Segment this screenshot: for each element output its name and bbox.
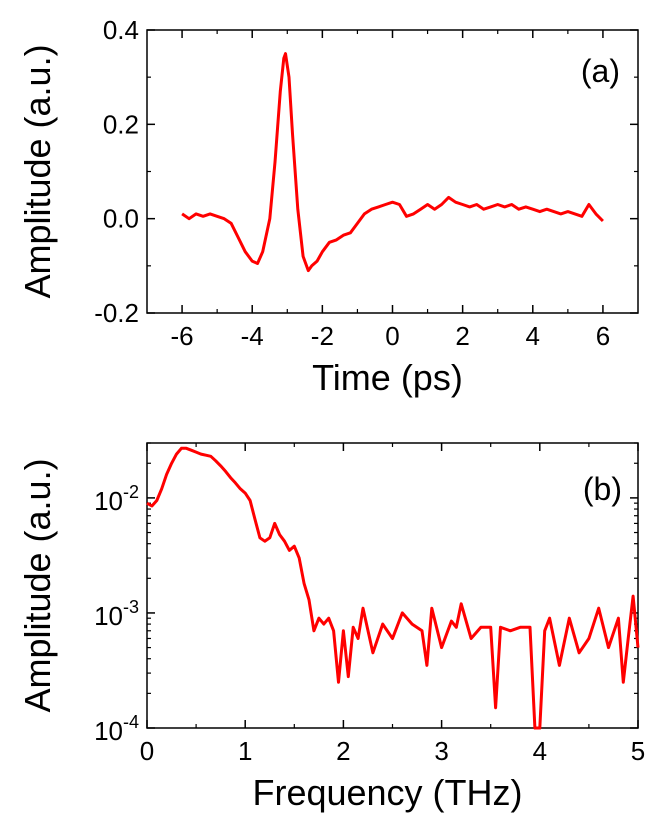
x-tick-label: 3 xyxy=(434,736,448,766)
x-tick-label: 6 xyxy=(596,321,610,351)
x-tick-label: 1 xyxy=(238,736,252,766)
x-tick-label: 0 xyxy=(140,736,154,766)
y-tick-label: 0.0 xyxy=(103,204,139,234)
y-tick-label: 0.4 xyxy=(103,15,139,45)
plot-frame xyxy=(146,442,639,729)
y-tick-label: 0.2 xyxy=(103,109,139,139)
panel-label: (b) xyxy=(583,471,622,507)
series-line xyxy=(181,52,604,273)
y-axis-title: Amplitude (a.u.) xyxy=(17,458,58,712)
x-tick-label: 2 xyxy=(336,736,350,766)
y-axis-title: Amplitude (a.u.) xyxy=(17,44,58,298)
x-axis-title: Frequency (THz) xyxy=(252,772,522,813)
x-tick-label: 4 xyxy=(526,321,540,351)
y-tick-label: 10-3 xyxy=(94,597,139,631)
x-tick-label: 0 xyxy=(385,321,399,351)
y-tick-label: 10-2 xyxy=(94,482,139,516)
panel-a-time-domain: -6 -4 -2 0 2 4 6 -0.2 0.0 0.2 0.4 Time (ps) Amplitud… xyxy=(17,15,639,398)
x-tick-label: -4 xyxy=(241,321,264,351)
panel-b-frequency-spectrum: 0 1 2 3 4 5 10-4 10-3 10-2 Frequency (THz) Amplitu… xyxy=(17,442,645,813)
y-tick-label: 10-4 xyxy=(94,712,139,746)
panel-label: (a) xyxy=(581,53,620,89)
y-tick-label: -0.2 xyxy=(94,298,139,328)
x-tick-label: 4 xyxy=(533,736,547,766)
x-tick-label: -6 xyxy=(171,321,194,351)
x-tick-label: 5 xyxy=(631,736,645,766)
plot-frame xyxy=(146,29,639,314)
x-axis-title: Time (ps) xyxy=(312,357,463,398)
x-tick-label: -2 xyxy=(311,321,334,351)
series-line xyxy=(146,446,640,730)
x-tick-label: 2 xyxy=(455,321,469,351)
